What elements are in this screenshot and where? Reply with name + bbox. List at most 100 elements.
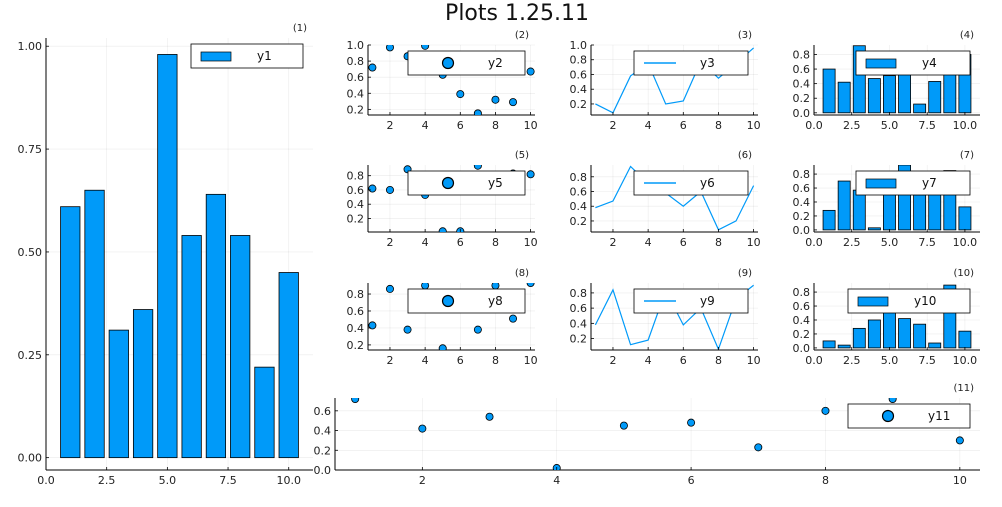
bar	[60, 206, 81, 459]
y-tick-label: 0.0	[793, 342, 811, 355]
bar	[913, 323, 927, 349]
x-tick-label: 5.0	[881, 119, 899, 132]
scatter-point	[526, 283, 535, 287]
legend-box	[407, 50, 526, 76]
y-tick-label: 0.8	[793, 168, 811, 181]
bar	[157, 54, 178, 459]
y-tick-label: 0.6	[793, 300, 811, 313]
x-tick-label: 2.5	[843, 354, 861, 367]
scatter-point	[368, 63, 377, 72]
y-tick-label: 0.4	[793, 314, 811, 327]
x-tick-label: 6	[680, 236, 687, 249]
y-tick-label: 0.4	[570, 83, 588, 96]
x-tick-label: 4	[645, 354, 652, 367]
legend-swatch	[865, 58, 897, 69]
y-tick-label: 0.6	[570, 302, 588, 315]
bar	[230, 235, 251, 459]
bar	[883, 75, 896, 114]
scatter-point	[368, 184, 377, 193]
legend-box	[407, 288, 526, 314]
legend: y1	[190, 43, 304, 69]
y-tick-label: 0.0	[314, 464, 332, 477]
bar	[852, 327, 866, 349]
subplot-2: 2 4 6 8 10 0.2 0.4 0.6 0.8 1.0 (2) y2	[347, 30, 538, 132]
scatter-point	[385, 284, 394, 293]
bar	[837, 81, 851, 114]
x-tick-label: 6	[680, 119, 687, 132]
subplot-title: (9)	[738, 268, 752, 279]
x-tick-label: 7.5	[918, 354, 936, 367]
x-tick-label: 10	[524, 354, 538, 367]
legend-label: y10	[914, 294, 936, 308]
y-tick-label: 0.2	[314, 444, 332, 457]
legend: y11	[847, 403, 971, 429]
x-tick-label: 8	[715, 236, 722, 249]
legend: y2	[407, 50, 526, 76]
scatter-point	[955, 436, 964, 445]
subplot-title: (1)	[293, 23, 307, 34]
scatter-point	[403, 325, 412, 334]
scatter-point	[491, 283, 500, 290]
legend-box	[847, 403, 971, 429]
y-tick-label: 0.4	[314, 425, 332, 438]
scatter-point	[456, 90, 465, 99]
legend: y8	[407, 288, 526, 314]
bar	[822, 340, 836, 349]
scatter-point	[509, 314, 518, 323]
bar	[278, 272, 299, 459]
bar	[928, 342, 942, 349]
bar	[852, 189, 866, 231]
bar	[837, 180, 851, 231]
subplot-title: (5)	[515, 150, 529, 161]
y-tick-label: 0.4	[347, 322, 365, 335]
x-tick-label: 7.5	[918, 236, 936, 249]
y-tick-label: 0.2	[347, 212, 365, 225]
x-tick-label: 2.5	[843, 119, 861, 132]
x-tick-label: 2	[386, 119, 393, 132]
y-tick-label: 0.8	[570, 287, 588, 300]
x-tick-label: 8	[492, 119, 499, 132]
subplot-3: 2 4 6 8 10 0.2 0.4 0.60.8 1.0 (3) y3	[570, 30, 761, 132]
x-tick-label: 2	[386, 236, 393, 249]
subplot-8: 2 4 6 8 10 0.2 0.4 0.6 0.8 (8) y8	[347, 268, 538, 367]
y-tick-label: 0.6	[570, 186, 588, 199]
scatter-point	[473, 109, 482, 115]
legend: y5	[407, 170, 526, 196]
series-11	[351, 398, 964, 470]
x-tick-label: 6	[457, 236, 464, 249]
y-tick-label: 1.00	[18, 40, 43, 53]
series-4	[822, 45, 972, 114]
y-tick-label: 1.0	[347, 39, 365, 52]
legend: y9	[633, 288, 749, 314]
x-tick-label: 4	[422, 354, 429, 367]
bar	[108, 329, 129, 459]
x-tick-label: 8	[822, 474, 829, 487]
y-tick-label: 0.4	[570, 200, 588, 213]
x-tick-label: 10	[524, 236, 538, 249]
y-tick-label: 0.6	[314, 405, 332, 418]
scatter-point	[421, 45, 430, 50]
bar	[928, 81, 942, 114]
legend-label: y1	[257, 49, 272, 63]
legend: y6	[633, 170, 749, 196]
scatter-point	[473, 165, 482, 170]
bar	[867, 78, 881, 114]
y-tick-label: 0.2	[570, 215, 588, 228]
legend: y7	[855, 170, 971, 196]
legend-box	[407, 170, 526, 196]
bar	[867, 227, 881, 231]
y-tick-label: 0.2	[570, 333, 588, 346]
x-tick-label: 6	[457, 119, 464, 132]
y-tick-label: 0.00	[18, 452, 43, 465]
y-tick-label: 0.6	[347, 184, 365, 197]
subplot-5: 2 4 6 8 10 0.20.40.60.8 (5) y5	[347, 150, 538, 249]
x-tick-label: 4	[422, 236, 429, 249]
bar	[822, 68, 836, 114]
x-tick-label: 10.0	[953, 236, 978, 249]
bar	[958, 330, 972, 349]
series-1	[60, 54, 299, 459]
y-tick-label: 0.0	[793, 224, 811, 237]
legend-label: y5	[488, 176, 503, 190]
scatter-point	[438, 227, 447, 232]
